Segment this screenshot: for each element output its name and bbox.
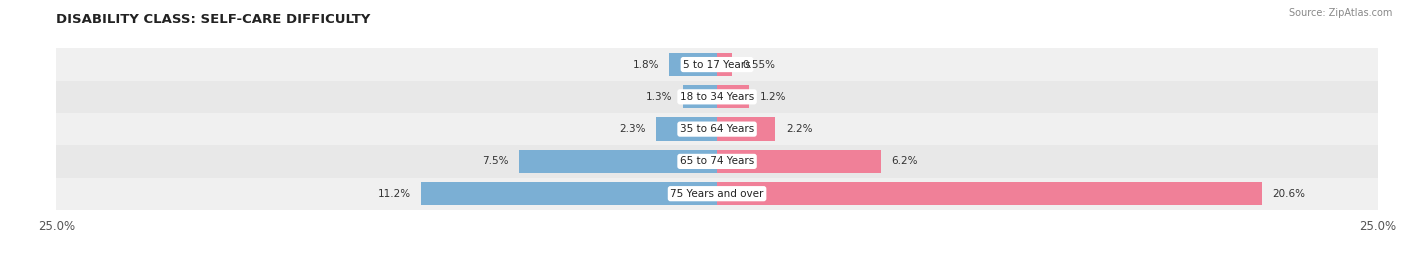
Bar <box>657 118 717 141</box>
Bar <box>717 118 775 141</box>
Bar <box>56 178 1378 210</box>
Bar <box>519 150 717 173</box>
Text: Source: ZipAtlas.com: Source: ZipAtlas.com <box>1288 8 1392 18</box>
Text: 11.2%: 11.2% <box>377 189 411 199</box>
Bar <box>420 182 717 205</box>
Bar <box>56 113 1378 145</box>
Text: 65 to 74 Years: 65 to 74 Years <box>681 156 754 167</box>
Bar <box>717 182 1261 205</box>
Bar <box>717 150 882 173</box>
Text: 18 to 34 Years: 18 to 34 Years <box>681 92 754 102</box>
Text: 35 to 64 Years: 35 to 64 Years <box>681 124 754 134</box>
Text: 0.55%: 0.55% <box>742 59 775 70</box>
Text: 2.2%: 2.2% <box>786 124 813 134</box>
Text: 1.2%: 1.2% <box>759 92 786 102</box>
Text: 7.5%: 7.5% <box>482 156 508 167</box>
Text: 6.2%: 6.2% <box>891 156 918 167</box>
Bar <box>717 85 749 108</box>
Bar <box>669 53 717 76</box>
Text: 20.6%: 20.6% <box>1272 189 1305 199</box>
Bar <box>56 48 1378 81</box>
Text: 2.3%: 2.3% <box>619 124 645 134</box>
Text: 5 to 17 Years: 5 to 17 Years <box>683 59 751 70</box>
Bar <box>683 85 717 108</box>
Text: 75 Years and over: 75 Years and over <box>671 189 763 199</box>
Bar <box>56 81 1378 113</box>
Bar <box>717 53 731 76</box>
Text: 1.8%: 1.8% <box>633 59 659 70</box>
Text: DISABILITY CLASS: SELF-CARE DIFFICULTY: DISABILITY CLASS: SELF-CARE DIFFICULTY <box>56 13 371 26</box>
Bar <box>56 145 1378 178</box>
Text: 1.3%: 1.3% <box>645 92 672 102</box>
